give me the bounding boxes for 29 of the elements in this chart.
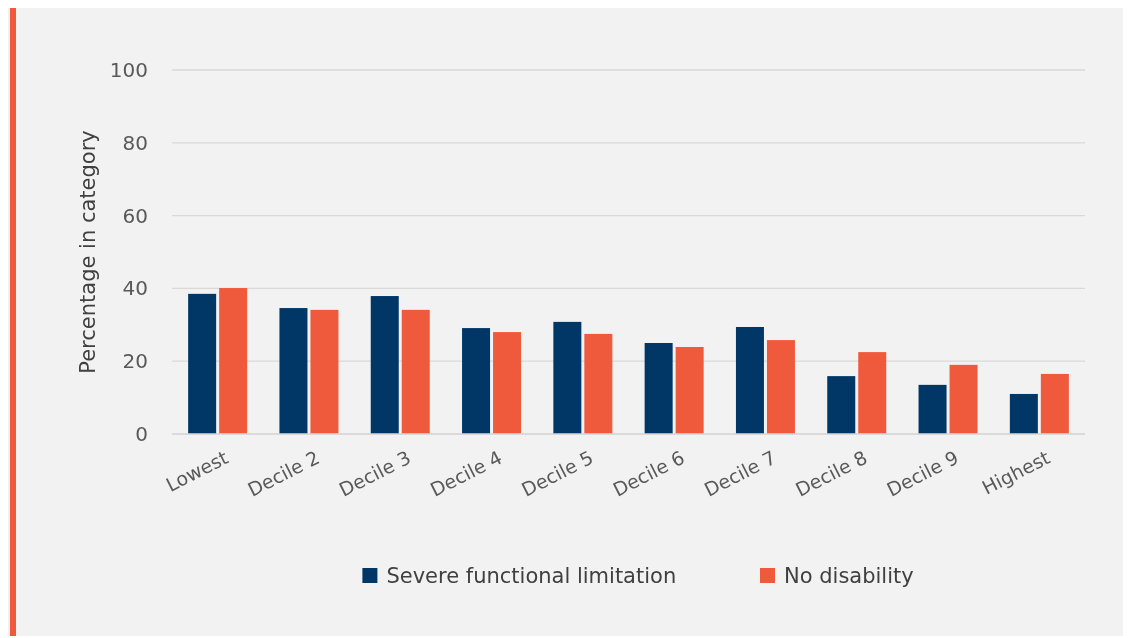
bar	[401, 309, 430, 434]
y-tick-label: 100	[109, 58, 148, 82]
y-axis-title: Percentage in category	[76, 130, 100, 374]
bar	[1009, 393, 1038, 434]
bar	[858, 352, 887, 434]
y-tick-label: 20	[122, 349, 148, 374]
bar	[279, 308, 308, 434]
y-tick-label: 40	[122, 276, 148, 301]
bar	[493, 332, 522, 434]
bar	[584, 333, 613, 434]
bar	[644, 343, 673, 434]
bar	[219, 288, 248, 434]
bar	[918, 384, 947, 434]
bar	[735, 326, 764, 434]
y-tick-label: 60	[122, 203, 148, 228]
bar	[827, 376, 856, 434]
y-tick-label: 80	[122, 130, 148, 155]
bar	[188, 293, 217, 434]
bar	[1040, 373, 1069, 434]
legend-label: No disability	[784, 564, 914, 589]
bar	[310, 309, 339, 434]
bar	[462, 328, 491, 434]
bar	[766, 340, 795, 434]
legend-label: Severe functional limitation	[386, 564, 677, 589]
y-tick-label: 0	[135, 422, 148, 446]
bar	[675, 347, 704, 434]
bar	[553, 321, 582, 434]
bar	[370, 296, 399, 434]
bar	[949, 364, 978, 434]
